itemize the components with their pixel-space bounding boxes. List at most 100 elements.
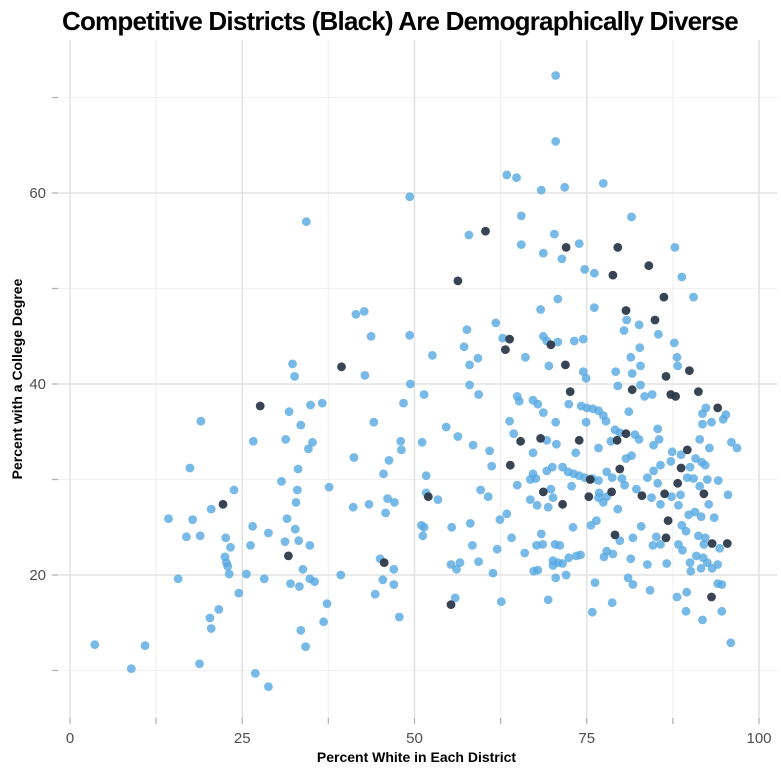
competitive-district-point — [621, 429, 631, 439]
district-point — [140, 641, 150, 651]
district-point — [676, 450, 686, 460]
district-point — [433, 495, 443, 504]
district-point — [483, 492, 493, 502]
district-point — [351, 309, 361, 319]
district-point — [185, 463, 195, 473]
district-point — [672, 592, 682, 602]
district-point — [188, 515, 198, 524]
competitive-district-point — [661, 372, 671, 381]
district-point — [648, 541, 658, 550]
district-point — [636, 380, 645, 390]
district-point — [608, 549, 618, 559]
competitive-district-point — [707, 539, 717, 548]
district-point — [656, 499, 665, 509]
district-point — [551, 137, 561, 146]
district-point — [370, 589, 380, 599]
district-point — [695, 481, 705, 491]
competitive-district-point — [661, 533, 671, 543]
competitive-district-point — [255, 401, 265, 411]
district-point — [628, 533, 638, 543]
x-tick-label: 100 — [746, 730, 771, 747]
district-point — [406, 379, 415, 389]
district-point — [196, 416, 206, 426]
district-point — [528, 448, 538, 458]
district-point — [310, 577, 319, 587]
district-point — [576, 550, 585, 560]
district-point — [280, 537, 290, 546]
district-point — [557, 254, 567, 264]
district-point — [360, 371, 370, 380]
district-point — [293, 464, 303, 474]
competitive-district-point — [694, 387, 703, 396]
district-point — [364, 499, 374, 509]
district-point — [626, 352, 636, 362]
district-point — [441, 422, 451, 432]
district-point — [677, 272, 687, 282]
district-point — [643, 473, 652, 482]
district-point — [696, 512, 706, 522]
district-point — [248, 521, 257, 531]
district-point — [635, 343, 645, 353]
district-point — [569, 336, 579, 346]
competitive-district-point — [536, 434, 545, 443]
district-point — [568, 522, 578, 532]
district-point — [496, 597, 506, 607]
district-point — [389, 580, 399, 589]
competitive-district-point — [505, 334, 514, 344]
district-point — [694, 531, 703, 541]
district-point — [546, 484, 556, 494]
district-point — [594, 476, 603, 485]
district-point — [715, 543, 725, 553]
district-point — [536, 305, 545, 314]
competitive-district-point — [558, 499, 567, 509]
district-point — [264, 682, 273, 692]
district-point — [589, 303, 599, 312]
district-point — [259, 574, 269, 584]
district-point — [580, 265, 590, 274]
competitive-district-point — [453, 276, 463, 286]
competitive-district-point — [685, 366, 694, 375]
district-point — [684, 510, 694, 520]
district-point — [667, 447, 677, 457]
district-point — [462, 325, 472, 334]
district-point — [459, 342, 469, 352]
x-tick-label: 75 — [578, 730, 595, 747]
district-point — [685, 558, 695, 567]
district-point — [689, 292, 698, 302]
district-point — [306, 400, 315, 410]
district-point — [550, 229, 559, 239]
district-point — [653, 478, 663, 488]
district-point — [521, 352, 530, 362]
district-point — [390, 498, 399, 507]
competitive-district-point — [423, 492, 433, 502]
competitive-district-point — [608, 270, 618, 280]
district-point — [304, 444, 313, 454]
district-point — [473, 353, 483, 363]
district-point — [296, 420, 306, 430]
district-point — [319, 617, 328, 627]
district-point — [418, 531, 428, 541]
district-point — [552, 439, 561, 449]
district-point — [286, 579, 295, 588]
district-point — [713, 476, 723, 485]
district-point — [399, 398, 408, 408]
district-point — [234, 588, 244, 598]
district-point — [542, 466, 552, 476]
competitive-district-point — [284, 551, 293, 561]
district-point — [295, 582, 304, 591]
district-point — [592, 516, 601, 525]
district-point — [205, 613, 215, 623]
district-point — [455, 558, 465, 567]
district-point — [164, 514, 173, 524]
district-point — [653, 424, 663, 434]
x-tick-label: 50 — [406, 730, 423, 747]
district-point — [717, 580, 727, 589]
district-point — [621, 454, 631, 463]
district-point — [627, 369, 637, 378]
district-point — [673, 361, 683, 371]
district-point — [623, 573, 633, 583]
competitive-district-point — [673, 478, 683, 488]
district-point — [531, 474, 541, 483]
district-point — [700, 533, 710, 543]
district-point — [512, 480, 522, 490]
